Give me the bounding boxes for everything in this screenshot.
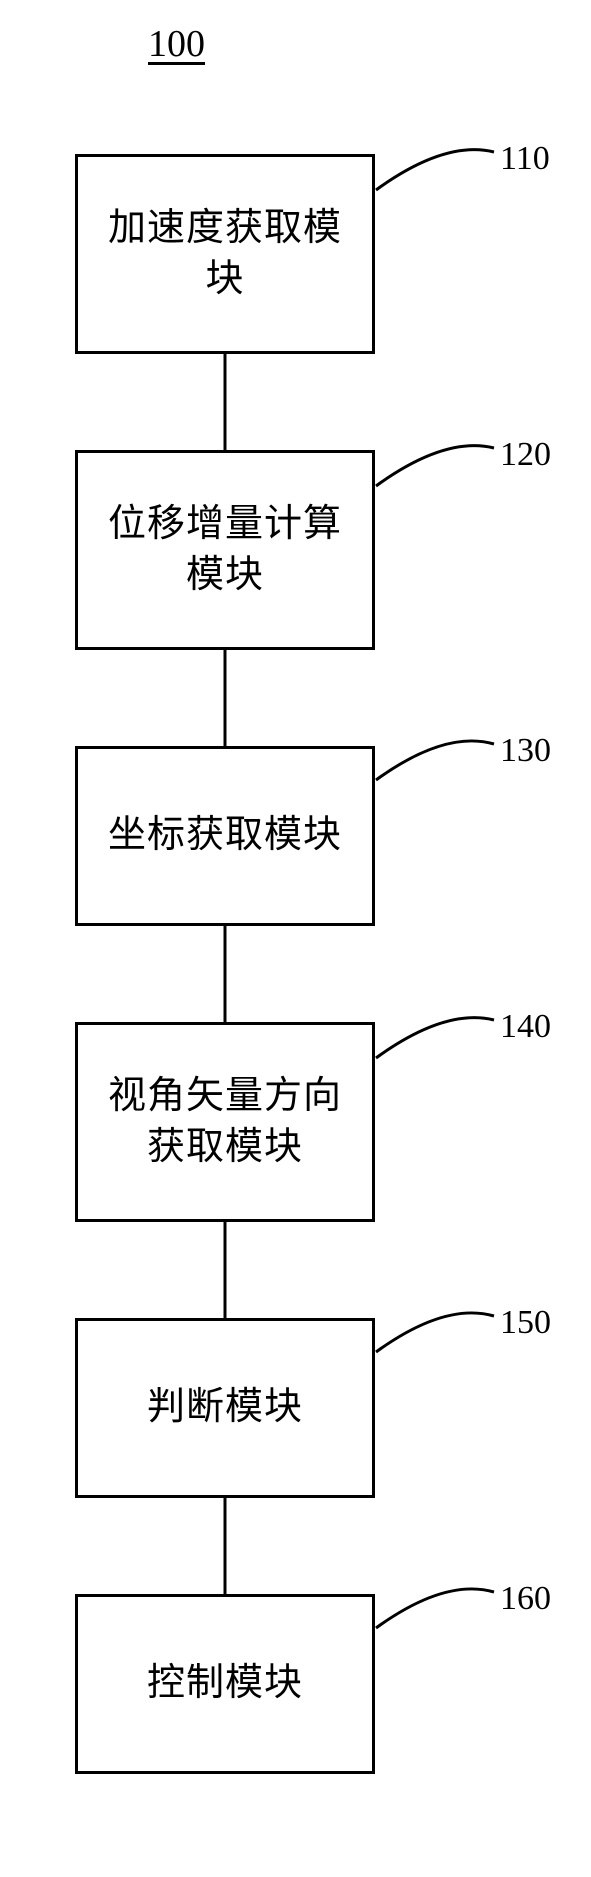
flow-node: 位移增量计算 模块 <box>75 450 375 650</box>
callout-label: 130 <box>500 732 551 770</box>
flow-node: 加速度获取模 块 <box>75 154 375 354</box>
flow-node: 判断模块 <box>75 1318 375 1498</box>
flow-node-label: 控制模块 <box>147 1658 303 1709</box>
callout-curve <box>376 446 494 486</box>
diagram-canvas: 100 加速度获取模 块位移增量计算 模块坐标获取模块视角矢量方向 获取模块判断… <box>0 0 591 1877</box>
callout-curve <box>376 1313 494 1352</box>
flow-node-label: 位移增量计算 模块 <box>108 499 342 602</box>
flow-node-label: 视角矢量方向 获取模块 <box>108 1071 342 1174</box>
flow-node-label: 坐标获取模块 <box>108 810 342 861</box>
flow-node-label: 加速度获取模 块 <box>108 203 342 306</box>
callout-label: 110 <box>500 140 550 178</box>
flow-node: 视角矢量方向 获取模块 <box>75 1022 375 1222</box>
flow-node: 控制模块 <box>75 1594 375 1774</box>
callout-label: 120 <box>500 436 551 474</box>
callout-curve <box>376 150 494 190</box>
flow-node-label: 判断模块 <box>147 1382 303 1433</box>
flow-node: 坐标获取模块 <box>75 746 375 926</box>
callout-label: 140 <box>500 1008 551 1046</box>
diagram-title: 100 <box>148 22 205 66</box>
callout-label: 160 <box>500 1580 551 1618</box>
callout-curve <box>376 1018 494 1058</box>
callout-label: 150 <box>500 1304 551 1342</box>
callout-curve <box>376 741 494 780</box>
callout-curve <box>376 1589 494 1628</box>
